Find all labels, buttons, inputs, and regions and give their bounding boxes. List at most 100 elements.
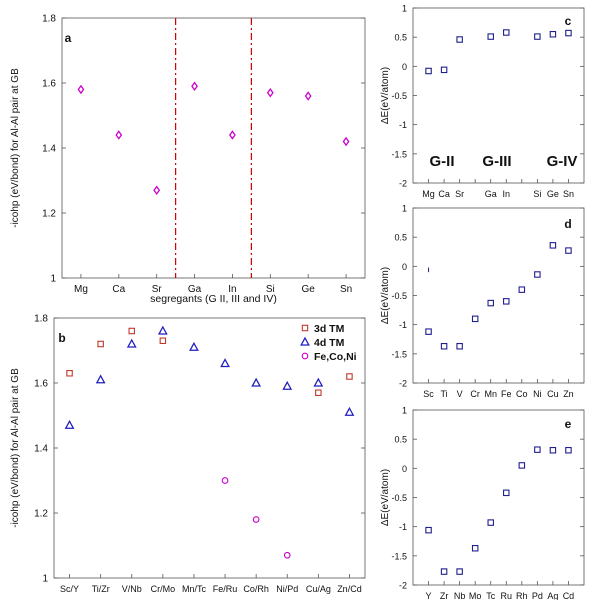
panel-label: b (58, 331, 65, 345)
point-square (425, 526, 432, 534)
y-tick-label: 0.5 (394, 33, 407, 43)
plot-frame-b (53, 317, 366, 579)
x-tick-label: Mn (484, 389, 497, 399)
y-tick-label: 1 (402, 4, 407, 14)
point-square (471, 544, 479, 552)
y-tick-label: 0 (402, 62, 407, 72)
x-tick-label: Nb (454, 591, 466, 600)
point-square (456, 568, 463, 575)
y-tick-label: 1 (402, 406, 407, 416)
x-tick-label: V/Nb (122, 584, 142, 594)
x-tick-label: Cu (547, 389, 559, 399)
point-square (471, 315, 479, 323)
y-tick-label: -2 (399, 379, 407, 389)
point-triangle (95, 374, 106, 384)
plot-frame-a (61, 17, 366, 279)
chart-e: -2 -1.5 -1 -0.5 0 0.5 1 Y Zr Nb Mo Tc Ru Rh Pd Ag Cd ΔE(e… (380, 406, 585, 600)
point-diamond (77, 84, 85, 95)
point-square (440, 342, 448, 350)
legend-marker (300, 336, 310, 346)
point-square (518, 286, 526, 293)
point-triangle (282, 380, 293, 390)
point-square (456, 36, 463, 43)
y-tick-label: -1 (399, 522, 407, 532)
point-triangle (189, 341, 199, 351)
x-tick-label: Ge (302, 284, 316, 295)
x-tick-label: Co (516, 389, 528, 399)
y-tick-label: 1.2 (42, 209, 56, 220)
x-tick-label: Sn (563, 189, 574, 199)
point-square (440, 568, 448, 575)
y-tick-label: -1.5 (391, 551, 407, 561)
legend-label: 3d TM (314, 323, 345, 335)
x-tick-label: Si (266, 284, 275, 295)
y-axis-label: ΔE(eV/atom) (380, 469, 391, 526)
point-square (487, 519, 494, 526)
x-tick-label: Tc (486, 591, 496, 600)
point-triangle (344, 406, 355, 416)
point-square (565, 247, 572, 254)
y-tick-label: -1 (399, 120, 407, 130)
x-tick-label: Ga (188, 284, 202, 295)
point-square (565, 446, 572, 454)
x-tick-label: In (503, 189, 511, 199)
point-circle (283, 551, 291, 559)
panel-label: a (65, 31, 72, 45)
x-tick-label: Mg (74, 284, 88, 295)
x-tick-label: Y (426, 591, 432, 600)
point-square (440, 66, 448, 74)
legend-marker (301, 324, 309, 332)
y-axis-label: ΔE(eV/atom) (380, 67, 391, 124)
point-square (346, 373, 353, 380)
x-tick-label: Zn (563, 389, 574, 399)
y-tick-label: 1.4 (34, 444, 48, 455)
x-tick-label: Co/Rh (243, 584, 269, 594)
y-tick-label: -1 (399, 320, 407, 330)
point-triangle (64, 419, 75, 429)
y-tick-label: 1.2 (34, 509, 48, 520)
panel-label: c (565, 14, 572, 28)
x-tick-label: Rh (516, 591, 528, 600)
point-triangle (157, 325, 168, 335)
y-tick-label: 1 (402, 204, 407, 214)
point-diamond (304, 91, 312, 101)
y-tick-label: 1.4 (42, 144, 56, 155)
plot-frame-d (412, 207, 585, 384)
point-square (159, 337, 167, 344)
y-tick-label: 0.5 (394, 233, 407, 243)
point-square (315, 389, 322, 396)
point-triangle (251, 377, 262, 387)
chart-b: 1 1.2 1.4 1.6 1.8 Sc/Y Ti/Zr V/Nb Cr/Mo Mn/Tc Fe/R… (10, 314, 366, 594)
x-tick-label: Sr (152, 284, 163, 295)
x-tick-label: Cr (470, 389, 480, 399)
y-tick-label: -0.5 (391, 493, 407, 503)
x-tick-label: Sn (340, 284, 352, 295)
point-diamond (229, 130, 236, 140)
panel-label: d (564, 217, 571, 231)
x-tick-label: Cd (563, 591, 575, 600)
point-diamond (115, 130, 123, 140)
point-square (549, 242, 557, 249)
point-square (97, 340, 104, 348)
y-tick-label: 1 (42, 574, 48, 585)
x-tick-label: Mo (469, 591, 482, 600)
x-tick-label: Pd (532, 591, 543, 600)
chart-d: -2 -1.5 -1 -0.5 0 0.5 1 Sc Ti V Cr Mn Fe Co Ni Cu Zn ΔE(e… (380, 204, 585, 399)
point-square (534, 271, 541, 278)
x-tick-label: V (457, 389, 463, 399)
x-tick-label: In (228, 284, 236, 295)
x-tick-label: Cu/Ag (306, 584, 331, 594)
point-diamond (342, 136, 350, 147)
y-tick-label: 1.8 (42, 14, 56, 25)
x-tick-label: Sc (423, 389, 434, 399)
point-square (503, 29, 510, 36)
chart-c: -2 -1.5 -1 -0.5 0 0.5 1 Mg Ca Sr Ga In Si Ge Sn ΔE(eV/a… (380, 4, 585, 199)
y-tick-label: 0 (402, 262, 407, 272)
x-tick-label: Fe/Ru (213, 584, 238, 594)
x-tick-label: Ti/Zr (92, 584, 110, 594)
y-tick-label: -2 (399, 581, 407, 591)
legend-label: Fe,Co,Ni (314, 351, 357, 363)
x-tick-label: Sr (455, 189, 464, 199)
point-circle (221, 477, 229, 484)
point-square (456, 342, 463, 350)
